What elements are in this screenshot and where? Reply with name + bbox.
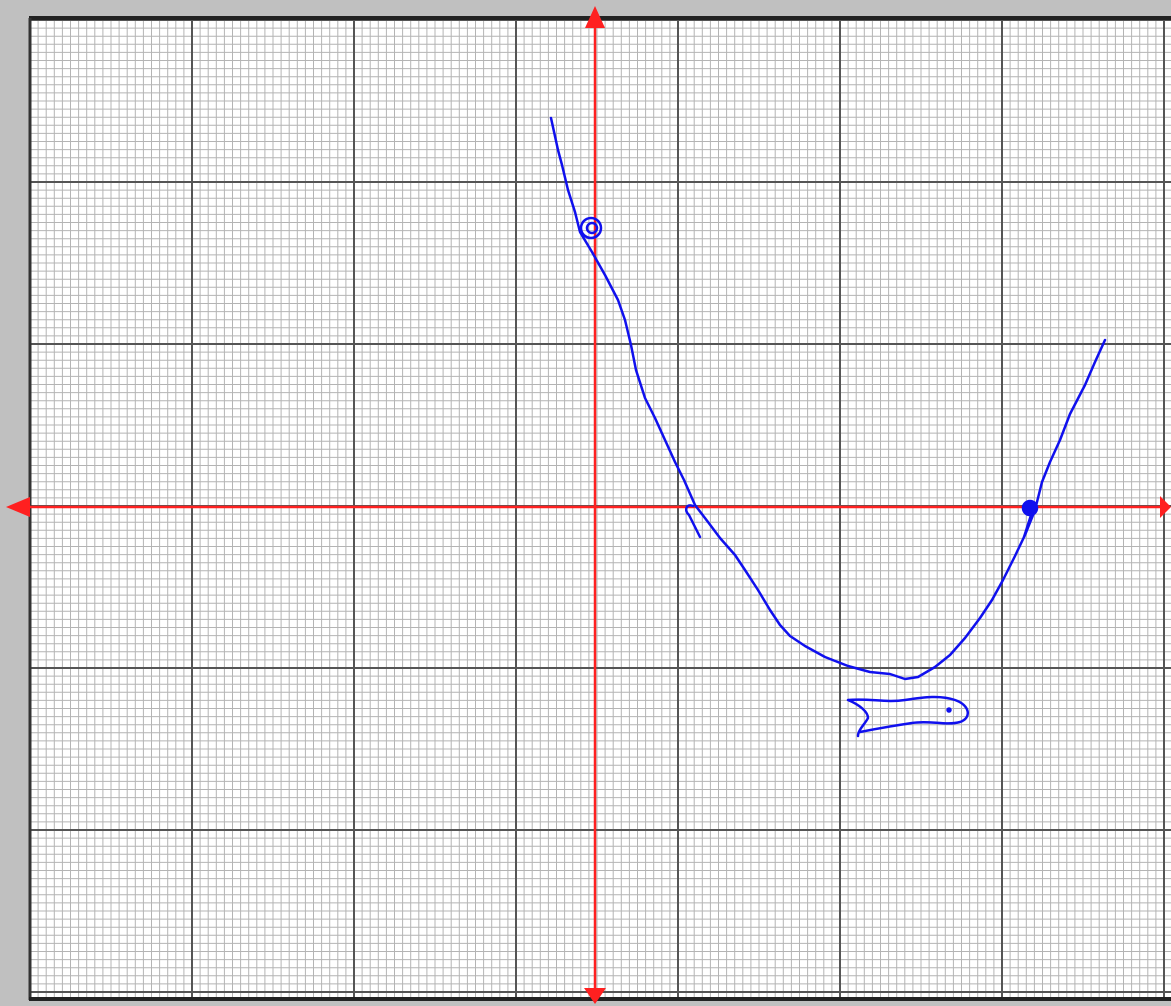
right-root-dot — [1023, 501, 1037, 515]
doodle-dot — [948, 709, 951, 712]
page: (() => { const svg = document.getElement… — [0, 0, 1171, 1006]
graph-paper — [0, 0, 1171, 1006]
